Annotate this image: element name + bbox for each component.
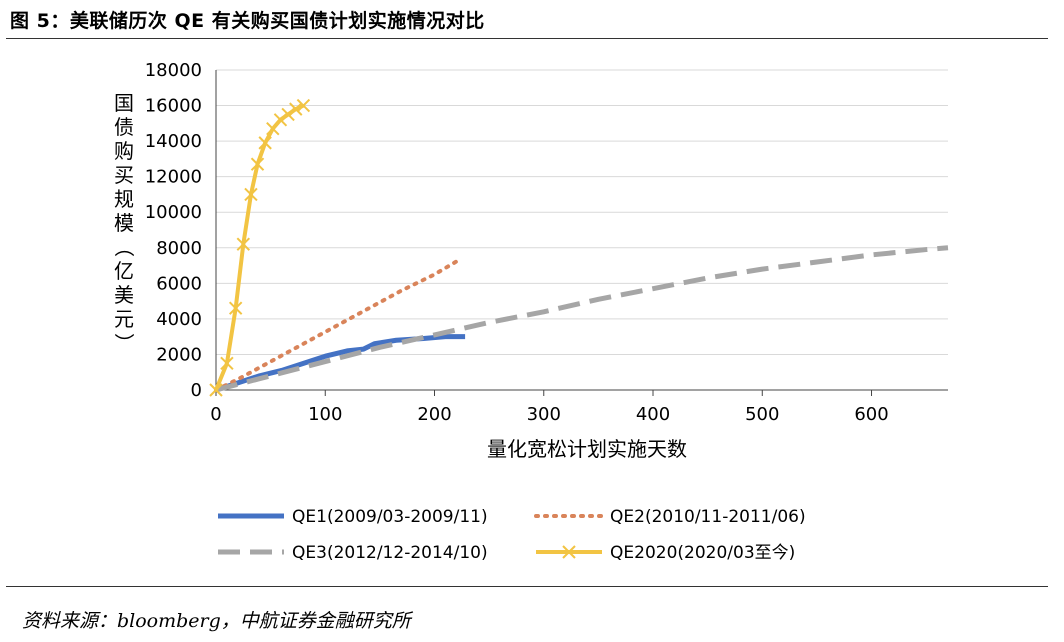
line-chart: 0200040006000800010000120001400016000180… [112,60,949,563]
y-axis-label-char: 模 [114,211,134,235]
source-note: 资料来源：bloomberg，中航证券金融研究所 [22,610,411,632]
series-marker [289,102,303,116]
x-tick-label: 300 [527,404,561,425]
legend-item-1: QE1(2009/03-2009/11) [218,507,488,527]
series-marker [250,157,265,171]
series-marker [220,356,234,371]
y-tick-label: 16000 [145,96,202,117]
legend-label: QE1(2009/03-2009/11) [292,507,488,527]
series-marker [281,107,295,122]
x-tick-label: 600 [854,404,888,425]
series-marker [296,98,311,113]
x-tick-label: 0 [210,404,221,425]
x-tick-label: 400 [636,404,670,425]
y-tick-label: 4000 [156,309,202,330]
y-axis-label-char: （ [112,237,136,257]
series-marker [209,383,223,397]
y-axis-label-char: 国 [114,91,134,115]
grid-lines [216,69,948,355]
y-axis-label-char: 买 [114,163,134,187]
x-tick-label: 100 [308,404,342,425]
legend-label: QE2(2010/11-2011/06) [610,507,806,527]
y-axis-label-char: 元 [114,307,134,331]
legend-item-4: QE2020(2020/03至今) [536,543,795,563]
axes [215,70,948,391]
x-tick-label: 200 [417,404,451,425]
y-axis-label-char: ） [112,333,136,353]
y-axis-label-char: 规 [114,187,134,211]
series-marker [273,113,288,127]
y-tick-label: 6000 [156,273,202,294]
y-tick-label: 14000 [145,131,202,152]
y-tick-labels: 0 2000 4000 6000 8000 10000 12000 14000 16000 180… [145,60,202,401]
y-tick-label: 12000 [145,167,202,188]
legend-item-3: QE3(2012/12-2014/10) [218,543,488,563]
y-tick-label: 18000 [145,60,202,81]
y-tick-label: 0 [191,380,202,401]
series-marker [258,136,272,150]
y-tick-label: 2000 [156,344,202,365]
series-line-2 [214,258,461,392]
series-line-3 [215,245,949,393]
legend-label: QE3(2012/12-2014/10) [292,543,488,563]
series-marker [228,301,243,315]
x-axis-label: 量化宽松计划实施天数 [487,437,687,461]
y-axis-label-char: 亿 [114,259,134,283]
legend: QE1(2009/03-2009/11) QE2(2010/11-2011/06)… [218,507,806,563]
top-rule [6,38,1048,39]
y-tick-label: 10000 [145,202,202,223]
y-axis-label-char: 债 [114,115,134,139]
x-tick-label: 500 [745,404,779,425]
bottom-rule [6,586,1048,587]
y-axis-label-char: 购 [114,139,134,163]
legend-item-2: QE2(2010/11-2011/06) [534,507,806,527]
legend-label: QE2020(2020/03至今) [610,543,795,563]
series-lines [209,98,949,397]
y-axis-label-char: 美 [114,283,134,307]
series-marker [244,187,258,202]
series-marker [236,237,251,251]
figure-title: 图 5：美联储历次 QE 有关购买国债计划实施情况对比 [10,10,485,32]
x-tick-labels: 0 100 200 300 400 500 600 [210,390,889,425]
y-tick-label: 8000 [156,238,202,259]
